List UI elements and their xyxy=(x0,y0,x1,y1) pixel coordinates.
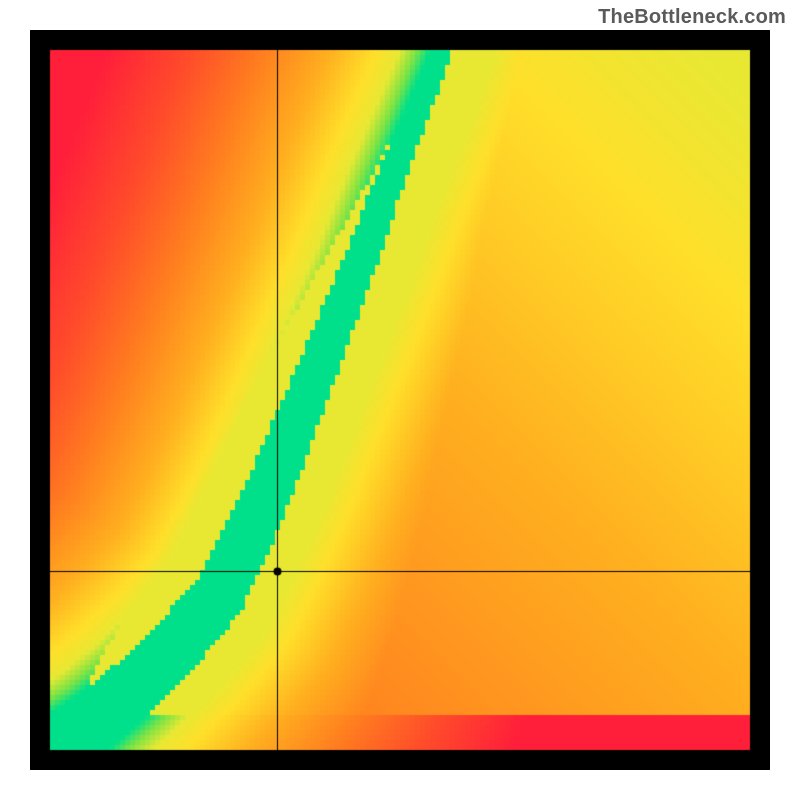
chart-container: TheBottleneck.com xyxy=(0,0,800,800)
plot-frame xyxy=(30,30,770,770)
watermark-text: TheBottleneck.com xyxy=(598,6,786,29)
bottleneck-heatmap xyxy=(30,30,770,770)
